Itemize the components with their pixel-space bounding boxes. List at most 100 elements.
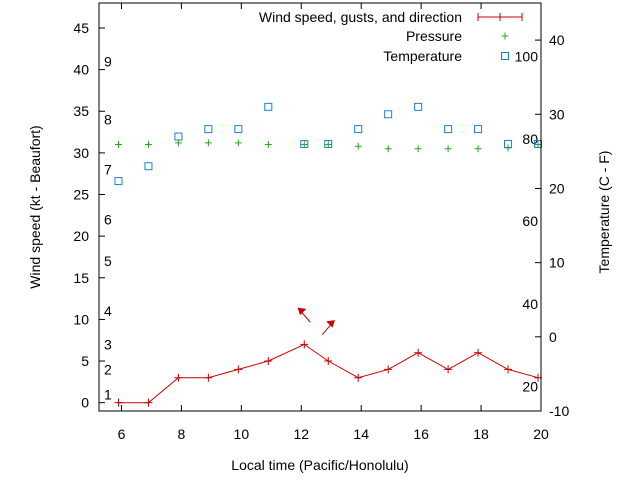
pressure-point <box>300 141 308 149</box>
plot-frame <box>98 2 542 412</box>
wind-speed-point <box>354 373 363 382</box>
right-axis-tick-labels: -10 0 10 20 30 40 <box>549 32 569 419</box>
wind-speed-point <box>300 340 309 349</box>
legend-label-wind: Wind speed, gusts, and direction <box>259 9 462 25</box>
wind-speed-point <box>504 365 513 374</box>
fahrenheit-label: 100 <box>515 48 539 64</box>
temperature-point <box>504 139 513 148</box>
wind-speed-point <box>114 398 123 407</box>
temperature-point <box>354 125 363 134</box>
pressure-point <box>354 142 362 150</box>
x-tick-label: 12 <box>293 426 309 442</box>
pressure-point <box>144 141 152 149</box>
temperature-point <box>264 102 273 111</box>
legend-label-pressure: Pressure <box>406 28 462 44</box>
wind-speed-point <box>204 373 213 382</box>
legend-symbol-temperature <box>501 52 509 60</box>
wind-speed-series <box>114 340 543 407</box>
beaufort-label: 5 <box>104 253 112 269</box>
wind-direction-arrowhead <box>326 320 335 328</box>
temperature-point <box>204 125 213 134</box>
fahrenheit-label: 40 <box>522 296 538 312</box>
pressure-point <box>234 139 242 147</box>
right-tick-label: -10 <box>549 403 569 419</box>
temperature-point <box>114 177 123 186</box>
left-tick-label: 5 <box>81 353 89 369</box>
temperature-point <box>234 125 243 134</box>
x-tick-label: 16 <box>413 426 429 442</box>
x-tick-label: 20 <box>533 426 549 442</box>
pressure-point <box>174 139 182 147</box>
wind-speed-point <box>144 398 153 407</box>
beaufort-label: 1 <box>104 386 112 402</box>
temperature-point <box>444 125 453 134</box>
pressure-series <box>114 139 542 153</box>
fahrenheit-label: 60 <box>522 213 538 229</box>
wind-speed-point <box>174 373 183 382</box>
left-axis-label: Wind speed (kt - Beaufort) <box>27 125 43 288</box>
temperature-point <box>324 139 333 148</box>
right-tick-label: 30 <box>549 106 565 122</box>
legend-symbol-wind <box>477 13 523 21</box>
x-tick-label: 14 <box>353 426 369 442</box>
wind-speed-point <box>324 357 333 366</box>
beaufort-label: 7 <box>104 162 112 178</box>
left-tick-label: 10 <box>73 311 89 327</box>
wind-speed-point <box>384 365 393 374</box>
x-axis-tick-labels: 6 8 10 12 14 16 18 20 <box>118 426 549 442</box>
right-axis-label: Temperature (C - F) <box>596 151 612 274</box>
x-axis-label: Local time (Pacific/Honolulu) <box>231 457 408 473</box>
temperature-point <box>300 139 309 148</box>
beaufort-label: 9 <box>104 53 112 69</box>
pressure-point <box>264 141 272 149</box>
left-tick-label: 40 <box>73 62 89 78</box>
temperature-point <box>474 125 483 134</box>
right-tick-label: 10 <box>549 255 565 271</box>
fahrenheit-label: 20 <box>522 379 538 395</box>
temperature-point <box>144 162 153 171</box>
x-tick-label: 18 <box>473 426 489 442</box>
temperature-series <box>114 102 543 186</box>
beaufort-label: 6 <box>104 211 112 227</box>
pressure-point <box>534 141 542 149</box>
pressure-point <box>444 145 452 153</box>
x-tick-label: 10 <box>234 426 250 442</box>
left-tick-label: 15 <box>73 270 89 286</box>
pressure-point <box>114 141 122 149</box>
wind-speed-point <box>444 365 453 374</box>
left-tick-label: 35 <box>73 103 89 119</box>
beaufort-label: 3 <box>104 336 112 352</box>
beaufort-labels: 1 2 3 4 5 6 7 8 9 <box>104 53 112 402</box>
left-tick-label: 0 <box>81 395 89 411</box>
wind-direction-arrowhead <box>297 307 307 316</box>
temperature-point <box>384 110 393 119</box>
legend-marker-temperature <box>501 52 509 60</box>
temperature-point <box>414 102 423 111</box>
legend-symbol-pressure <box>501 32 509 40</box>
left-tick-label: 30 <box>73 145 89 161</box>
legend: Wind speed, gusts, and direction Pressur… <box>259 9 523 64</box>
left-tick-label: 20 <box>73 228 89 244</box>
left-axis-tick-labels: 0 5 10 15 20 25 30 35 40 45 <box>73 20 89 411</box>
left-tick-label: 45 <box>73 20 89 36</box>
left-tick-label: 25 <box>73 187 89 203</box>
pressure-point <box>384 145 392 153</box>
temperature-point <box>174 132 183 141</box>
pressure-point <box>414 145 422 153</box>
pressure-point <box>204 139 212 147</box>
wind-speed-point <box>234 365 243 374</box>
x-tick-label: 6 <box>118 426 126 442</box>
beaufort-label: 4 <box>104 303 112 319</box>
legend-marker-pressure <box>501 32 509 40</box>
wind-speed-point <box>474 348 483 357</box>
beaufort-label: 8 <box>104 112 112 128</box>
legend-label-temperature: Temperature <box>383 48 462 64</box>
right-tick-label: 0 <box>549 329 557 345</box>
wind-direction-arrows <box>297 307 335 336</box>
temperature-point <box>534 139 543 148</box>
wind-speed-point <box>264 357 273 366</box>
right-tick-label: 20 <box>549 180 565 196</box>
wind-speed-point <box>414 348 423 357</box>
